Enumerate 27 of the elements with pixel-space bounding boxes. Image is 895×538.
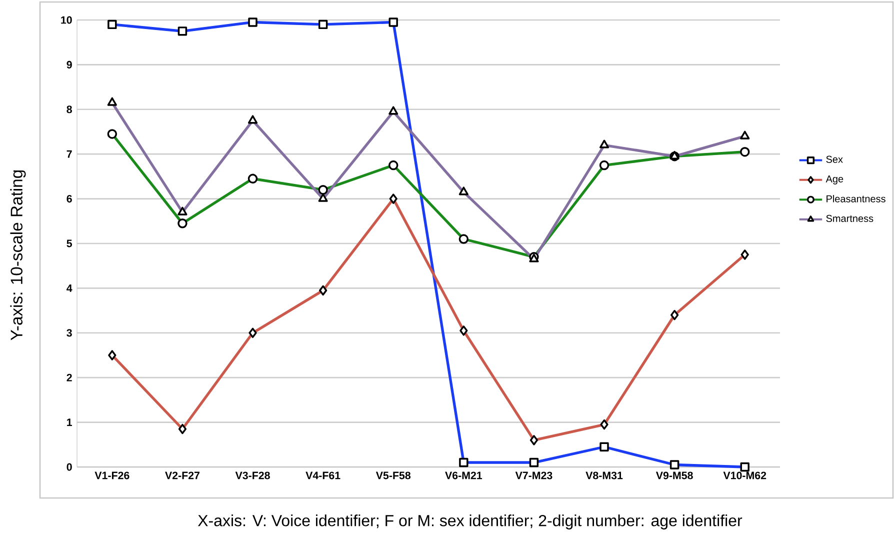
y-tick-label: 5 (66, 240, 72, 248)
x-tick-label: V8-M31 (586, 472, 623, 480)
y-tick-label: 0 (66, 463, 72, 471)
legend-label: Sex (826, 156, 843, 163)
legend-label: Pleasantness (826, 195, 886, 202)
y-tick-label: 1 (67, 418, 72, 426)
legend-label: Age (826, 175, 844, 184)
x-tick-label: V2-F27 (165, 472, 200, 480)
y-tick-label: 6 (66, 195, 72, 203)
y-tick-label: 4 (66, 284, 72, 292)
x-tick-label: V9-M58 (656, 472, 693, 480)
y-axis-title: Y-axis: 10-scale Rating (10, 170, 26, 340)
x-tick-label: V5-F58 (376, 472, 411, 480)
x-tick-label: V1-F26 (94, 472, 130, 480)
y-tick-label: 7 (66, 150, 72, 158)
y-tick-label: 10 (61, 16, 72, 24)
legend-label: Smartness (826, 214, 874, 222)
x-tick-label: V3-F28 (235, 472, 270, 480)
y-tick-label: 9 (66, 60, 72, 68)
x-tick-label: V4-F61 (306, 472, 340, 480)
y-tick-label: 8 (66, 106, 72, 114)
x-axis-title: X-axis: V: Voice identifier; F or M: sex identifier; 2-digit number: age identifier (198, 514, 742, 530)
y-tick-label: 3 (66, 329, 72, 337)
x-tick-label: V10-M62 (723, 472, 766, 480)
x-tick-label: V6-M21 (445, 472, 482, 480)
y-tick-label: 2 (66, 374, 72, 382)
x-tick-label: V7-M23 (515, 472, 552, 480)
